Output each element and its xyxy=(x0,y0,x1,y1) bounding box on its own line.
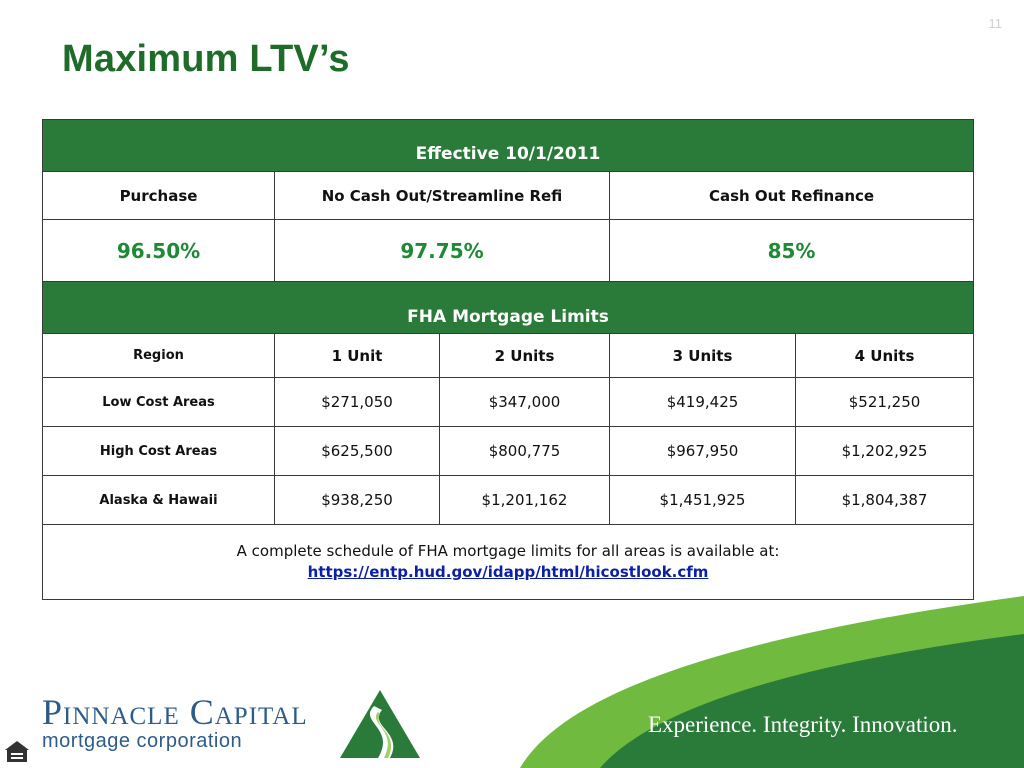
three-units-header: 3 Units xyxy=(609,333,796,378)
region-cell: Low Cost Areas xyxy=(42,377,275,427)
footer-swoosh-graphic xyxy=(520,596,1024,768)
limit-cell: $800,775 xyxy=(439,426,610,476)
two-units-header: 2 Units xyxy=(439,333,610,378)
equal-housing-opportunity-icon xyxy=(5,741,29,762)
limit-cell: $347,000 xyxy=(439,377,610,427)
region-header: Region xyxy=(42,333,275,378)
region-cell: High Cost Areas xyxy=(42,426,275,476)
cash-out-refi-ltv-value: 85% xyxy=(608,219,975,282)
company-logo-subtitle: mortgage corporation xyxy=(42,730,243,752)
table-row: Alaska & Hawaii $938,250 $1,201,162 $1,4… xyxy=(42,475,975,525)
streamline-refi-ltv-value: 97.75% xyxy=(274,219,610,282)
region-cell: Alaska & Hawaii xyxy=(42,475,275,525)
effective-banner-row: Effective 10/1/2011 xyxy=(41,119,975,172)
limits-header-row: Region 1 Unit 2 Units 3 Units 4 Units xyxy=(42,333,975,378)
page-number: 11 xyxy=(988,16,1003,31)
ltv-values-row: 96.50% 97.75% 85% xyxy=(42,219,975,282)
fha-limits-banner: FHA Mortgage Limits xyxy=(41,281,975,334)
note-row: A complete schedule of FHA mortgage limi… xyxy=(41,524,975,600)
table-row: Low Cost Areas $271,050 $347,000 $419,42… xyxy=(42,377,975,427)
purchase-header: Purchase xyxy=(42,171,275,220)
tagline: Experience. Integrity. Innovation. xyxy=(648,712,958,737)
limit-cell: $625,500 xyxy=(274,426,440,476)
note-cell: A complete schedule of FHA mortgage limi… xyxy=(41,524,975,600)
effective-date-banner: Effective 10/1/2011 xyxy=(41,119,975,172)
limit-cell: $419,425 xyxy=(609,377,796,427)
purchase-ltv-value: 96.50% xyxy=(42,219,275,282)
slide-title: Maximum LTV’s xyxy=(62,38,350,80)
limit-cell: $1,202,925 xyxy=(794,426,975,476)
four-units-header: 4 Units xyxy=(794,333,975,378)
ltv-header-row: Purchase No Cash Out/Streamline Refi Cas… xyxy=(42,171,975,220)
limit-cell: $1,201,162 xyxy=(439,475,610,525)
limit-cell: $938,250 xyxy=(274,475,440,525)
pinnacle-logo-mark-icon xyxy=(340,690,420,758)
table-row: High Cost Areas $625,500 $800,775 $967,9… xyxy=(42,426,975,476)
limit-cell: $521,250 xyxy=(794,377,975,427)
limit-cell: $1,804,387 xyxy=(794,475,975,525)
ltv-limits-table: Effective 10/1/2011 Purchase No Cash Out… xyxy=(41,119,975,600)
hud-limits-link[interactable]: https://entp.hud.gov/idapp/html/hicostlo… xyxy=(307,563,709,581)
limits-banner-row: FHA Mortgage Limits xyxy=(41,281,975,334)
streamline-refi-header: No Cash Out/Streamline Refi xyxy=(274,171,610,220)
limit-cell: $967,950 xyxy=(609,426,796,476)
limit-cell: $271,050 xyxy=(274,377,440,427)
limit-cell: $1,451,925 xyxy=(609,475,796,525)
limits-note-text: A complete schedule of FHA mortgage limi… xyxy=(236,542,780,560)
one-unit-header: 1 Unit xyxy=(274,333,440,378)
company-logo-name: Pinnacle Capital xyxy=(42,692,308,732)
cash-out-refi-header: Cash Out Refinance xyxy=(608,171,975,220)
